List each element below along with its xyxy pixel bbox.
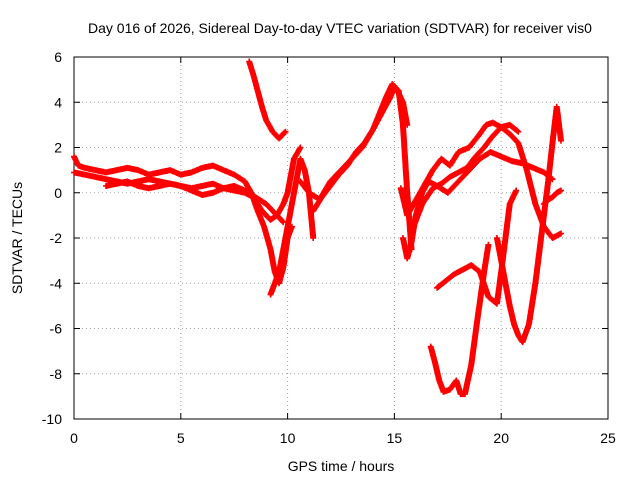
series-3 bbox=[103, 178, 287, 226]
series-7 bbox=[310, 83, 411, 214]
series-1 bbox=[71, 153, 295, 287]
series-14 bbox=[540, 187, 564, 208]
x-tick-label: 15 bbox=[387, 430, 403, 446]
series-markers bbox=[540, 187, 564, 208]
x-axis-label: GPS time / hours bbox=[288, 458, 395, 474]
y-tick-label: 2 bbox=[54, 140, 62, 156]
y-tick-label: 0 bbox=[54, 185, 62, 201]
x-tick-label: 5 bbox=[177, 430, 185, 446]
series-markers bbox=[103, 178, 287, 226]
x-tick-label: 25 bbox=[600, 430, 616, 446]
x-tick-label: 20 bbox=[493, 430, 509, 446]
data-series bbox=[71, 58, 564, 398]
x-tick-label: 0 bbox=[70, 430, 78, 446]
x-tick-label: 10 bbox=[280, 430, 296, 446]
y-tick-label: 6 bbox=[54, 49, 62, 65]
series-markers bbox=[246, 58, 289, 142]
series-markers bbox=[427, 241, 492, 398]
series-markers bbox=[71, 153, 295, 287]
series-markers bbox=[310, 83, 411, 214]
y-tick-label: -6 bbox=[50, 321, 63, 337]
y-axis-label: SDTVAR / TECUs bbox=[9, 182, 25, 294]
y-tick-label: -10 bbox=[42, 411, 62, 427]
series-4 bbox=[246, 58, 289, 142]
y-tick-label: -2 bbox=[50, 230, 63, 246]
y-tick-label: -8 bbox=[50, 366, 63, 382]
y-tick-label: -4 bbox=[50, 275, 63, 291]
y-tick-label: 4 bbox=[54, 94, 62, 110]
grid bbox=[74, 57, 608, 419]
series-11 bbox=[427, 241, 492, 398]
chart-title: Day 016 of 2026, Sidereal Day-to-day VTE… bbox=[88, 20, 592, 36]
axis-ticks: 0 5 10 15 20 25 -10 -8 -6 -4 -2 0 2 4 6 bbox=[42, 49, 616, 446]
